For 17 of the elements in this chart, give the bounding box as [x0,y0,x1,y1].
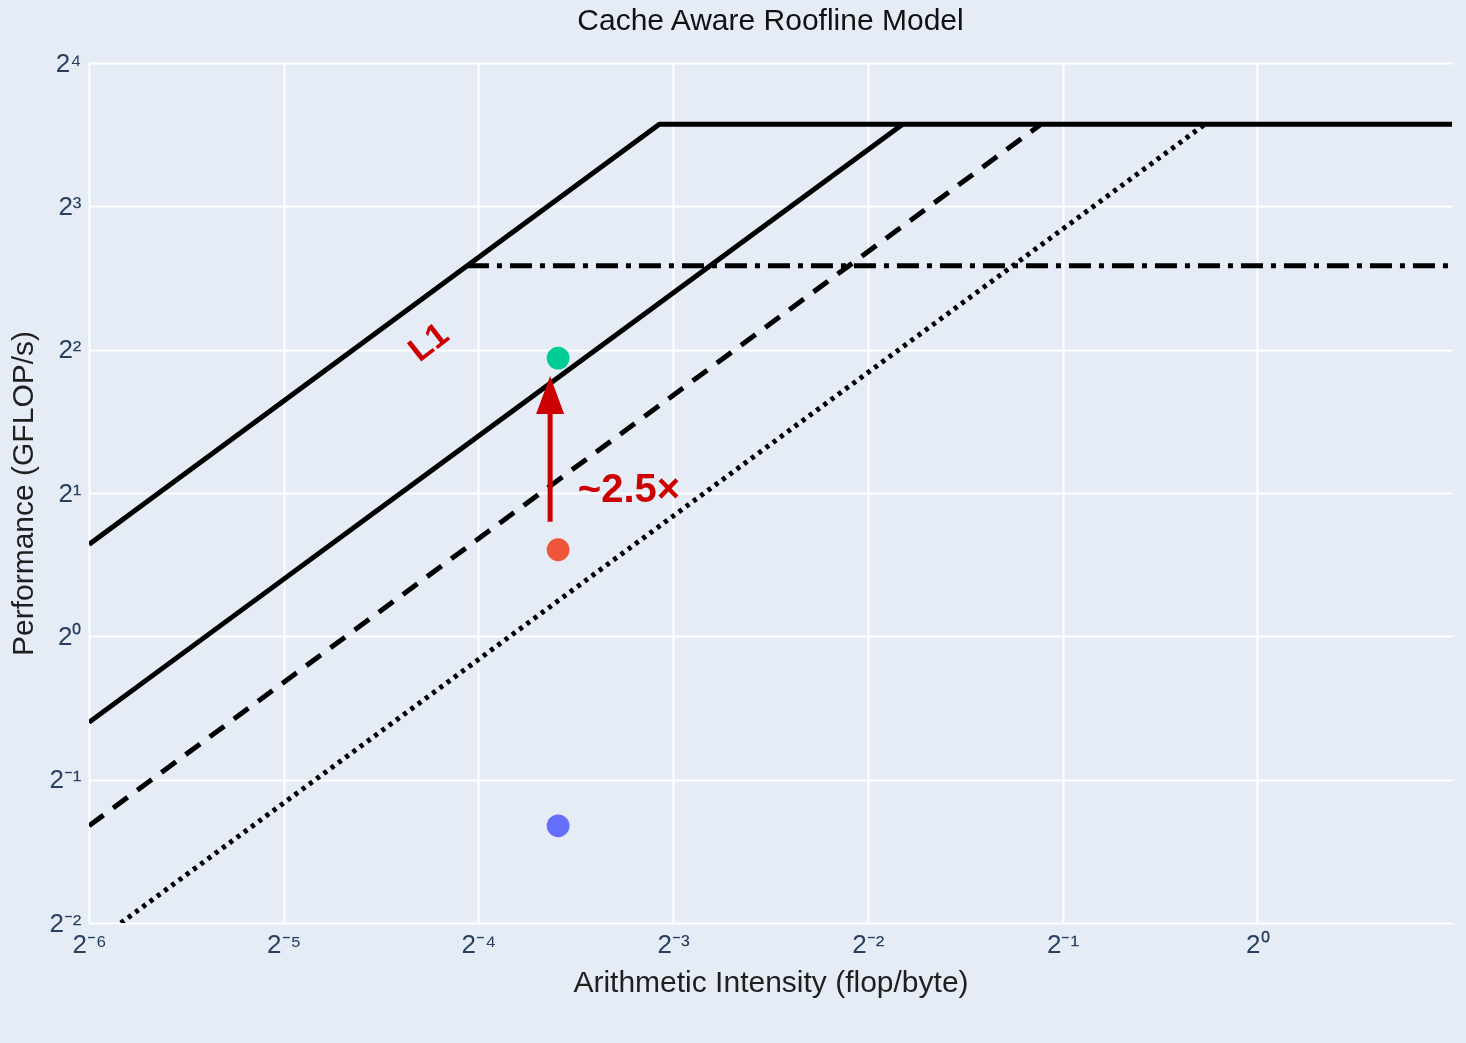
annotation: ~2.5× [577,466,681,510]
x-tick-label: 2⁻⁴ [461,928,497,959]
x-axis-title: Arithmetic Intensity (flop/byte) [573,964,969,998]
annotation: L1 [400,314,456,369]
x-tick-label: 2⁻⁵ [267,928,302,959]
y-tick-label: 2⁰ [58,620,82,651]
chart-title: Cache Aware Roofline Model [577,3,964,36]
x-tick-label: 2⁻³ [657,928,691,959]
y-tick-label: 2⁻¹ [49,764,82,795]
y-tick-label: 2³ [58,190,82,221]
y-axis-title: Performance (GFLOP/s) [6,330,40,657]
y-tick-label: 2⁴ [55,47,82,78]
y-tick-label: 2² [58,334,82,365]
x-tick-label: 2⁻¹ [1047,928,1080,959]
x-tick-label: 2⁻² [852,928,885,959]
y-tick-label: 2¹ [58,477,82,508]
x-tick-label: 2⁰ [1246,928,1270,959]
